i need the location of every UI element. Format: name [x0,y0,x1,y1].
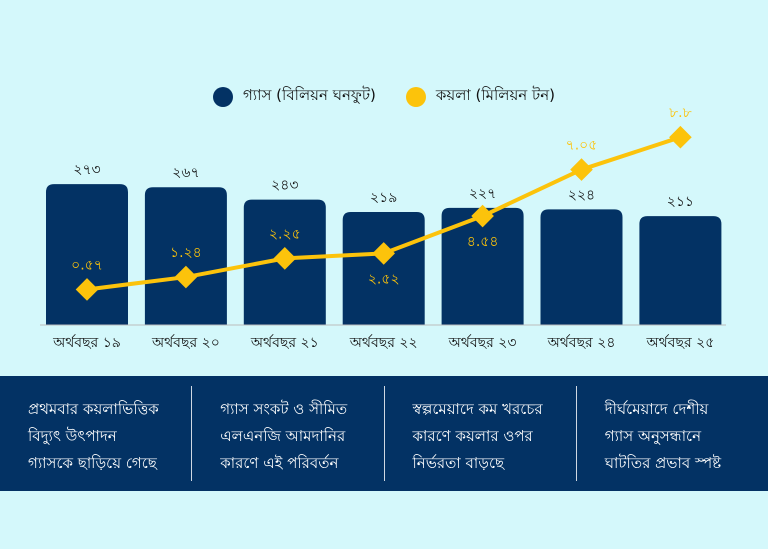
gas-bar [46,184,128,325]
note-2: গ্যাস সংকট ও সীমিত এলএনজি আমদানির কারণে … [192,386,385,481]
note-1: প্রথমবার কয়লাভিত্তিক বিদ্যুৎ উৎপাদন গ্য… [0,386,193,481]
gas-bar [639,216,722,325]
coal-value-label: ১.২৪ [170,245,202,261]
gas-value-label: ২২৭ [469,186,496,202]
legend-gas-label: গ্যাস (বিলিয়ন ঘনফুট) [242,86,376,104]
note-line: দীর্ঘমেয়াদে দেশীয় [604,400,709,418]
x-tick-label: অর্থবছর ২৪ [547,334,616,351]
note-line: স্বল্পমেয়াদে কম খরচের [412,400,543,418]
gas-value-label: ২৬৭ [172,165,199,181]
gas-value-label: ২৪৩ [271,178,298,194]
gas-bar [441,207,524,325]
note-line: গ্যাসকে ছাড়িয়ে গেছে [28,454,157,472]
x-tick-label: অর্থবছর ১৯ [52,334,121,351]
note-line: নির্ভরতা বাড়ছে [412,454,505,472]
note-line: ঘাটতির প্রভাব স্পষ্ট [604,454,722,472]
note-line: প্রথমবার কয়লাভিত্তিক [28,400,159,418]
coal-value-label: ২.৫২ [368,271,400,287]
chart-legend: গ্যাস (বিলিয়ন ঘনফুট) কয়লা (মিলিয়ন টন) [0,84,768,109]
coal-value-label: ৭.০৫ [566,138,598,154]
gas-value-label: ২১৯ [370,190,397,206]
x-tick-label: অর্থবছর ২০ [151,334,220,351]
note-3: স্বল্পমেয়াদে কম খরচের কারণে কয়লার ওপর … [385,386,577,481]
gas-bar [540,209,623,325]
coal-point [669,125,692,149]
note-line: এলএনজি আমদানির [220,427,346,445]
note-line: গ্যাস অনুসন্ধানে [604,427,702,445]
x-tick-label: অর্থবছর ২৩ [448,334,517,351]
coal-point [570,158,593,181]
notes-panel: প্রথমবার কয়লাভিত্তিক বিদ্যুৎ উৎপাদন গ্য… [0,376,768,491]
legend-gas-swatch [212,86,233,107]
coal-value-label: ৮.৮ [669,105,692,121]
x-tick-label: অর্থবছর ২১ [250,334,319,351]
coal-value-label: ০.৫৭ [71,257,103,273]
note-line: বিদ্যুৎ উৎপাদন [28,427,117,445]
x-tick-label: অর্থবছর ২২ [349,334,418,351]
x-tick-label: অর্থবছর ২৫ [645,334,714,351]
coal-value-label: ২.২৫ [269,226,301,242]
gas-value-label: ২৭৩ [73,162,100,178]
legend-gas: গ্যাস (বিলিয়ন ঘনফুট) [212,84,376,109]
note-line: কারণে কয়লার ওপর [412,427,533,445]
gas-value-label: ২২৪ [568,187,595,203]
legend-coal: কয়লা (মিলিয়ন টন) [405,84,556,109]
gas-bar [144,187,227,325]
note-line: কারণে এই পরিবর্তন [220,454,339,472]
coal-value-label: ৪.৫৪ [467,234,499,250]
legend-coal-swatch [405,86,426,107]
gas-value-label: ২১১ [667,194,694,210]
gas-bar [342,211,425,325]
chart-plot: ২৭৩ অর্থবছর ১৯ ২৬৭ অর্থবছর ২০ ২৪৩ অর্থবছর ২১ ২… [40,105,726,351]
coal-point [75,278,99,301]
legend-coal-label: কয়লা (মিলিয়ন টন) [435,86,556,104]
note-4: দীর্ঘমেয়াদে দেশীয় গ্যাস অনুসন্ধানে ঘাট… [577,386,768,481]
note-line: গ্যাস সংকট ও সীমিত [220,400,348,418]
